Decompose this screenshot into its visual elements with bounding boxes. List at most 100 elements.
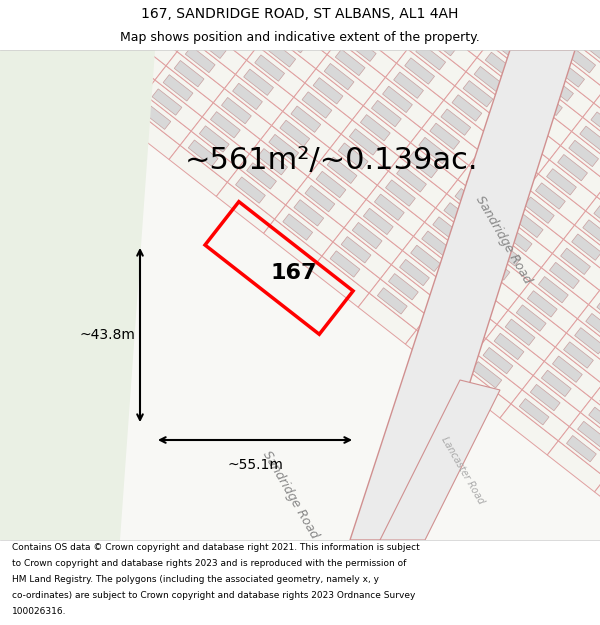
Polygon shape (594, 89, 600, 140)
Text: HM Land Registry. The polygons (including the associated geometry, namely x, y: HM Land Registry. The polygons (includin… (12, 575, 379, 584)
Polygon shape (364, 208, 393, 234)
Polygon shape (597, 182, 600, 234)
Polygon shape (491, 239, 521, 266)
Polygon shape (430, 123, 460, 149)
Polygon shape (83, 0, 141, 15)
Polygon shape (227, 168, 286, 219)
Polygon shape (324, 64, 354, 90)
Polygon shape (233, 0, 291, 18)
Polygon shape (508, 24, 537, 50)
Polygon shape (566, 436, 596, 462)
Polygon shape (400, 142, 458, 194)
Polygon shape (238, 154, 297, 205)
Polygon shape (514, 211, 543, 238)
Polygon shape (502, 226, 532, 252)
Polygon shape (338, 26, 397, 78)
Polygon shape (211, 112, 240, 138)
Polygon shape (152, 89, 182, 115)
Polygon shape (358, 21, 387, 48)
Polygon shape (547, 52, 600, 103)
Polygon shape (505, 319, 535, 346)
Polygon shape (519, 399, 549, 425)
Text: Lancaster Road: Lancaster Road (440, 434, 487, 506)
Polygon shape (530, 268, 589, 319)
Polygon shape (578, 304, 600, 356)
Text: ~561m²/~0.139ac.: ~561m²/~0.139ac. (185, 146, 479, 174)
Polygon shape (488, 146, 518, 172)
Polygon shape (383, 0, 441, 21)
Polygon shape (405, 58, 434, 84)
Polygon shape (188, 140, 218, 166)
Polygon shape (527, 291, 557, 317)
Polygon shape (391, 251, 450, 302)
Polygon shape (422, 114, 480, 166)
Polygon shape (535, 183, 565, 209)
Polygon shape (581, 398, 600, 449)
Polygon shape (169, 145, 227, 196)
Polygon shape (559, 427, 600, 478)
Polygon shape (188, 23, 247, 74)
Polygon shape (447, 296, 476, 322)
Polygon shape (350, 50, 575, 540)
Polygon shape (149, 0, 179, 21)
Polygon shape (505, 202, 563, 254)
Polygon shape (499, 15, 557, 66)
Polygon shape (391, 0, 421, 5)
Polygon shape (572, 234, 600, 261)
Polygon shape (116, 38, 146, 64)
Polygon shape (477, 160, 507, 186)
Polygon shape (163, 0, 221, 9)
Polygon shape (433, 100, 491, 151)
Polygon shape (202, 102, 260, 154)
Polygon shape (555, 61, 584, 87)
Polygon shape (349, 129, 379, 155)
Polygon shape (516, 305, 546, 331)
Polygon shape (377, 171, 436, 222)
Polygon shape (403, 236, 461, 288)
Polygon shape (286, 191, 344, 242)
Polygon shape (538, 160, 597, 211)
Polygon shape (595, 478, 600, 529)
Polygon shape (406, 330, 464, 381)
Polygon shape (475, 339, 533, 390)
Polygon shape (410, 245, 440, 271)
Polygon shape (191, 117, 250, 168)
Polygon shape (416, 44, 446, 70)
Polygon shape (589, 407, 600, 434)
Polygon shape (236, 60, 294, 111)
Polygon shape (494, 333, 524, 359)
Polygon shape (327, 157, 357, 184)
Polygon shape (344, 214, 403, 265)
Polygon shape (419, 21, 477, 72)
Polygon shape (319, 148, 377, 199)
Polygon shape (327, 41, 385, 91)
Polygon shape (544, 347, 600, 398)
Text: Sandridge Road: Sandridge Road (260, 449, 320, 541)
Polygon shape (346, 35, 376, 61)
Polygon shape (533, 361, 592, 413)
Polygon shape (472, 245, 530, 296)
Polygon shape (122, 108, 180, 159)
Polygon shape (49, 6, 108, 58)
Polygon shape (416, 316, 475, 367)
Polygon shape (211, 0, 269, 46)
Polygon shape (71, 0, 130, 29)
Polygon shape (430, 6, 488, 58)
Polygon shape (511, 1, 569, 52)
Polygon shape (583, 220, 600, 246)
Polygon shape (185, 46, 215, 72)
Polygon shape (322, 242, 380, 293)
Polygon shape (352, 106, 410, 157)
Polygon shape (199, 9, 257, 60)
Polygon shape (472, 362, 502, 388)
Polygon shape (144, 80, 202, 131)
Polygon shape (330, 134, 388, 185)
Polygon shape (511, 390, 569, 441)
Polygon shape (130, 1, 188, 52)
Polygon shape (400, 259, 430, 286)
Polygon shape (547, 169, 577, 195)
Polygon shape (483, 231, 541, 282)
Polygon shape (371, 101, 401, 127)
Polygon shape (308, 162, 366, 214)
Polygon shape (583, 103, 600, 154)
